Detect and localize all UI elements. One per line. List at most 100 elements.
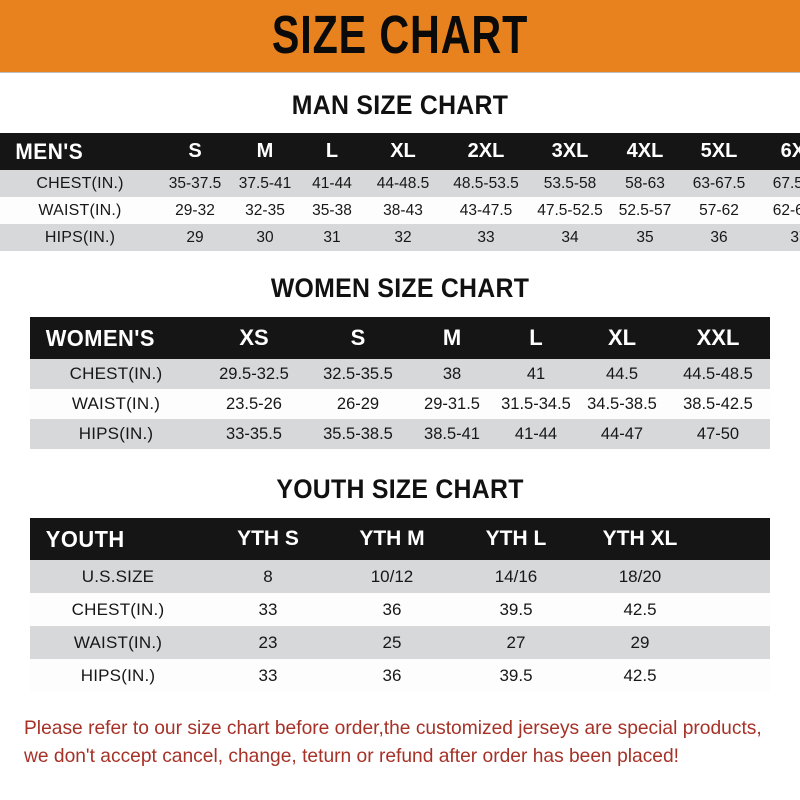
man-size-col-m: M: [256, 140, 274, 162]
man-size-col-3xl: 3XL: [551, 140, 589, 162]
man-size-table: MEN'S S M L XL 2XL 3XL 4XL 5XL 6XL CHEST…: [0, 133, 800, 251]
youth-section-title: YOUTH SIZE CHART: [276, 474, 524, 504]
man-size-col-s: S: [188, 140, 202, 162]
women-chest-xl: 44.5: [605, 364, 639, 383]
women-size-col-l: L: [529, 325, 543, 350]
man-hips-xl: 32: [394, 228, 412, 246]
man-size-col-4xl: 4XL: [626, 140, 664, 162]
youth-hips-s: 33: [258, 665, 278, 685]
man-chest-m: 37.5-41: [238, 174, 292, 192]
youth-chest-xl: 42.5: [623, 599, 657, 619]
youth-size-col-l: YTH L: [485, 527, 547, 550]
man-row-label-hips: HIPS(IN.): [44, 228, 116, 246]
women-waist-s: 26-29: [336, 394, 380, 413]
man-size-section: MAN SIZE CHART MEN'S S M L XL 2XL 3XL 4X…: [0, 90, 800, 251]
women-waist-xs: 23.5-26: [226, 394, 282, 413]
table-row: U.S.SIZE 8 10/12 14/16 18/20: [30, 560, 770, 593]
youth-hips-l: 39.5: [499, 665, 533, 685]
women-row-label-chest: CHEST(IN.): [69, 364, 163, 383]
women-row-label-hips: HIPS(IN.): [78, 424, 154, 443]
youth-chest-m: 36: [382, 599, 402, 619]
women-chest-s: 32.5-35.5: [323, 364, 393, 383]
women-hips-l: 41-44: [514, 424, 558, 443]
man-hips-l: 31: [323, 228, 341, 246]
youth-us-size-m: 10/12: [370, 566, 414, 586]
women-hips-xs: 33-35.5: [226, 424, 282, 443]
women-size-col-m: M: [442, 325, 462, 350]
youth-row-label-us-size: U.S.SIZE: [81, 566, 155, 586]
youth-us-size-l: 14/16: [494, 566, 538, 586]
women-hips-m: 38.5-41: [424, 424, 480, 443]
youth-us-size-xl: 18/20: [618, 566, 662, 586]
youth-chest-s: 33: [258, 599, 278, 619]
women-size-section: WOMEN SIZE CHART WOMEN'S XS S M L XL XXL…: [0, 273, 800, 449]
youth-row-label-hips: HIPS(IN.): [80, 665, 156, 685]
order-policy-disclaimer: Please refer to our size chart before or…: [24, 714, 765, 771]
table-row: CHEST(IN.) 33 36 39.5 42.5: [30, 593, 770, 626]
women-waist-xl: 34.5-38.5: [587, 394, 657, 413]
youth-waist-m: 25: [382, 632, 402, 652]
man-row-label-chest: CHEST(IN.): [36, 174, 124, 192]
man-chest-5xl: 63-67.5: [692, 174, 746, 192]
youth-header-corner-label: YOUTH: [45, 525, 125, 552]
man-header-corner-label: MEN'S: [15, 138, 84, 164]
table-row: HIPS(IN.) 29 30 31 32 33 34 35 36 37: [0, 224, 800, 251]
man-waist-2xl: 43-47.5: [459, 201, 513, 219]
youth-table-header-row: YOUTH YTH S YTH M YTH L YTH XL: [30, 518, 770, 560]
man-waist-xl: 38-43: [383, 201, 423, 219]
man-chest-2xl: 48.5-53.5: [453, 174, 519, 192]
women-chest-xxl: 44.5-48.5: [683, 364, 753, 383]
youth-size-col-m: YTH M: [359, 527, 425, 550]
man-hips-6xl: 37: [790, 228, 800, 246]
man-hips-m: 30: [256, 228, 274, 246]
youth-waist-xl: 29: [630, 632, 650, 652]
women-waist-l: 31.5-34.5: [501, 394, 571, 413]
women-header-corner-label: WOMEN'S: [45, 324, 155, 351]
women-row-label-waist: WAIST(IN.): [71, 394, 161, 413]
man-chest-4xl: 58-63: [625, 174, 665, 192]
women-size-col-s: S: [350, 325, 366, 350]
women-waist-m: 29-31.5: [424, 394, 480, 413]
women-chest-xs: 29.5-32.5: [219, 364, 289, 383]
man-waist-6xl: 62-66.5: [772, 201, 800, 219]
youth-row-spacer: [702, 560, 770, 593]
women-chest-m: 38: [442, 364, 462, 383]
table-row: HIPS(IN.) 33-35.5 35.5-38.5 38.5-41 41-4…: [30, 419, 770, 449]
women-size-col-xl: XL: [607, 325, 637, 350]
page-title: SIZE CHART: [271, 5, 529, 66]
disclaimer-line-1: Please refer to our size chart before or…: [24, 717, 762, 739]
man-waist-5xl: 57-62: [699, 201, 739, 219]
man-chest-6xl: 67.5-72: [772, 174, 800, 192]
man-size-col-xl: XL: [390, 140, 416, 162]
man-waist-s: 29-32: [175, 201, 215, 219]
youth-header-spacer: [702, 518, 770, 560]
youth-hips-m: 36: [382, 665, 402, 685]
women-table-header-row: WOMEN'S XS S M L XL XXL: [30, 317, 770, 359]
man-table-header-row: MEN'S S M L XL 2XL 3XL 4XL 5XL 6XL: [0, 133, 800, 170]
man-waist-4xl: 52.5-57: [618, 201, 672, 219]
youth-row-label-waist: WAIST(IN.): [73, 632, 163, 652]
man-size-col-l: L: [325, 140, 339, 162]
youth-us-size-s: 8: [263, 566, 273, 586]
man-waist-m: 32-35: [245, 201, 285, 219]
youth-row-label-chest: CHEST(IN.): [71, 599, 165, 619]
man-waist-l: 35-38: [312, 201, 352, 219]
man-waist-3xl: 47.5-52.5: [537, 201, 603, 219]
man-chest-3xl: 53.5-58: [543, 174, 597, 192]
table-row: WAIST(IN.) 23.5-26 26-29 29-31.5 31.5-34…: [30, 389, 770, 419]
man-chest-xl: 44-48.5: [376, 174, 430, 192]
man-size-col-6xl: 6XL: [780, 140, 800, 162]
women-section-title: WOMEN SIZE CHART: [270, 273, 530, 303]
youth-hips-xl: 42.5: [623, 665, 657, 685]
youth-chest-l: 39.5: [499, 599, 533, 619]
table-row: WAIST(IN.) 23 25 27 29: [30, 626, 770, 659]
women-size-col-xs: XS: [239, 325, 269, 350]
youth-size-section: YOUTH SIZE CHART YOUTH YTH S YTH M YTH L…: [0, 474, 800, 692]
man-hips-2xl: 33: [477, 228, 495, 246]
youth-waist-s: 23: [258, 632, 278, 652]
youth-size-table: YOUTH YTH S YTH M YTH L YTH XL U.S.SIZE …: [30, 518, 770, 692]
women-size-table: WOMEN'S XS S M L XL XXL CHEST(IN.) 29.5-…: [30, 317, 770, 449]
man-size-col-2xl: 2XL: [467, 140, 505, 162]
women-chest-l: 41: [526, 364, 546, 383]
women-waist-xxl: 38.5-42.5: [683, 394, 753, 413]
